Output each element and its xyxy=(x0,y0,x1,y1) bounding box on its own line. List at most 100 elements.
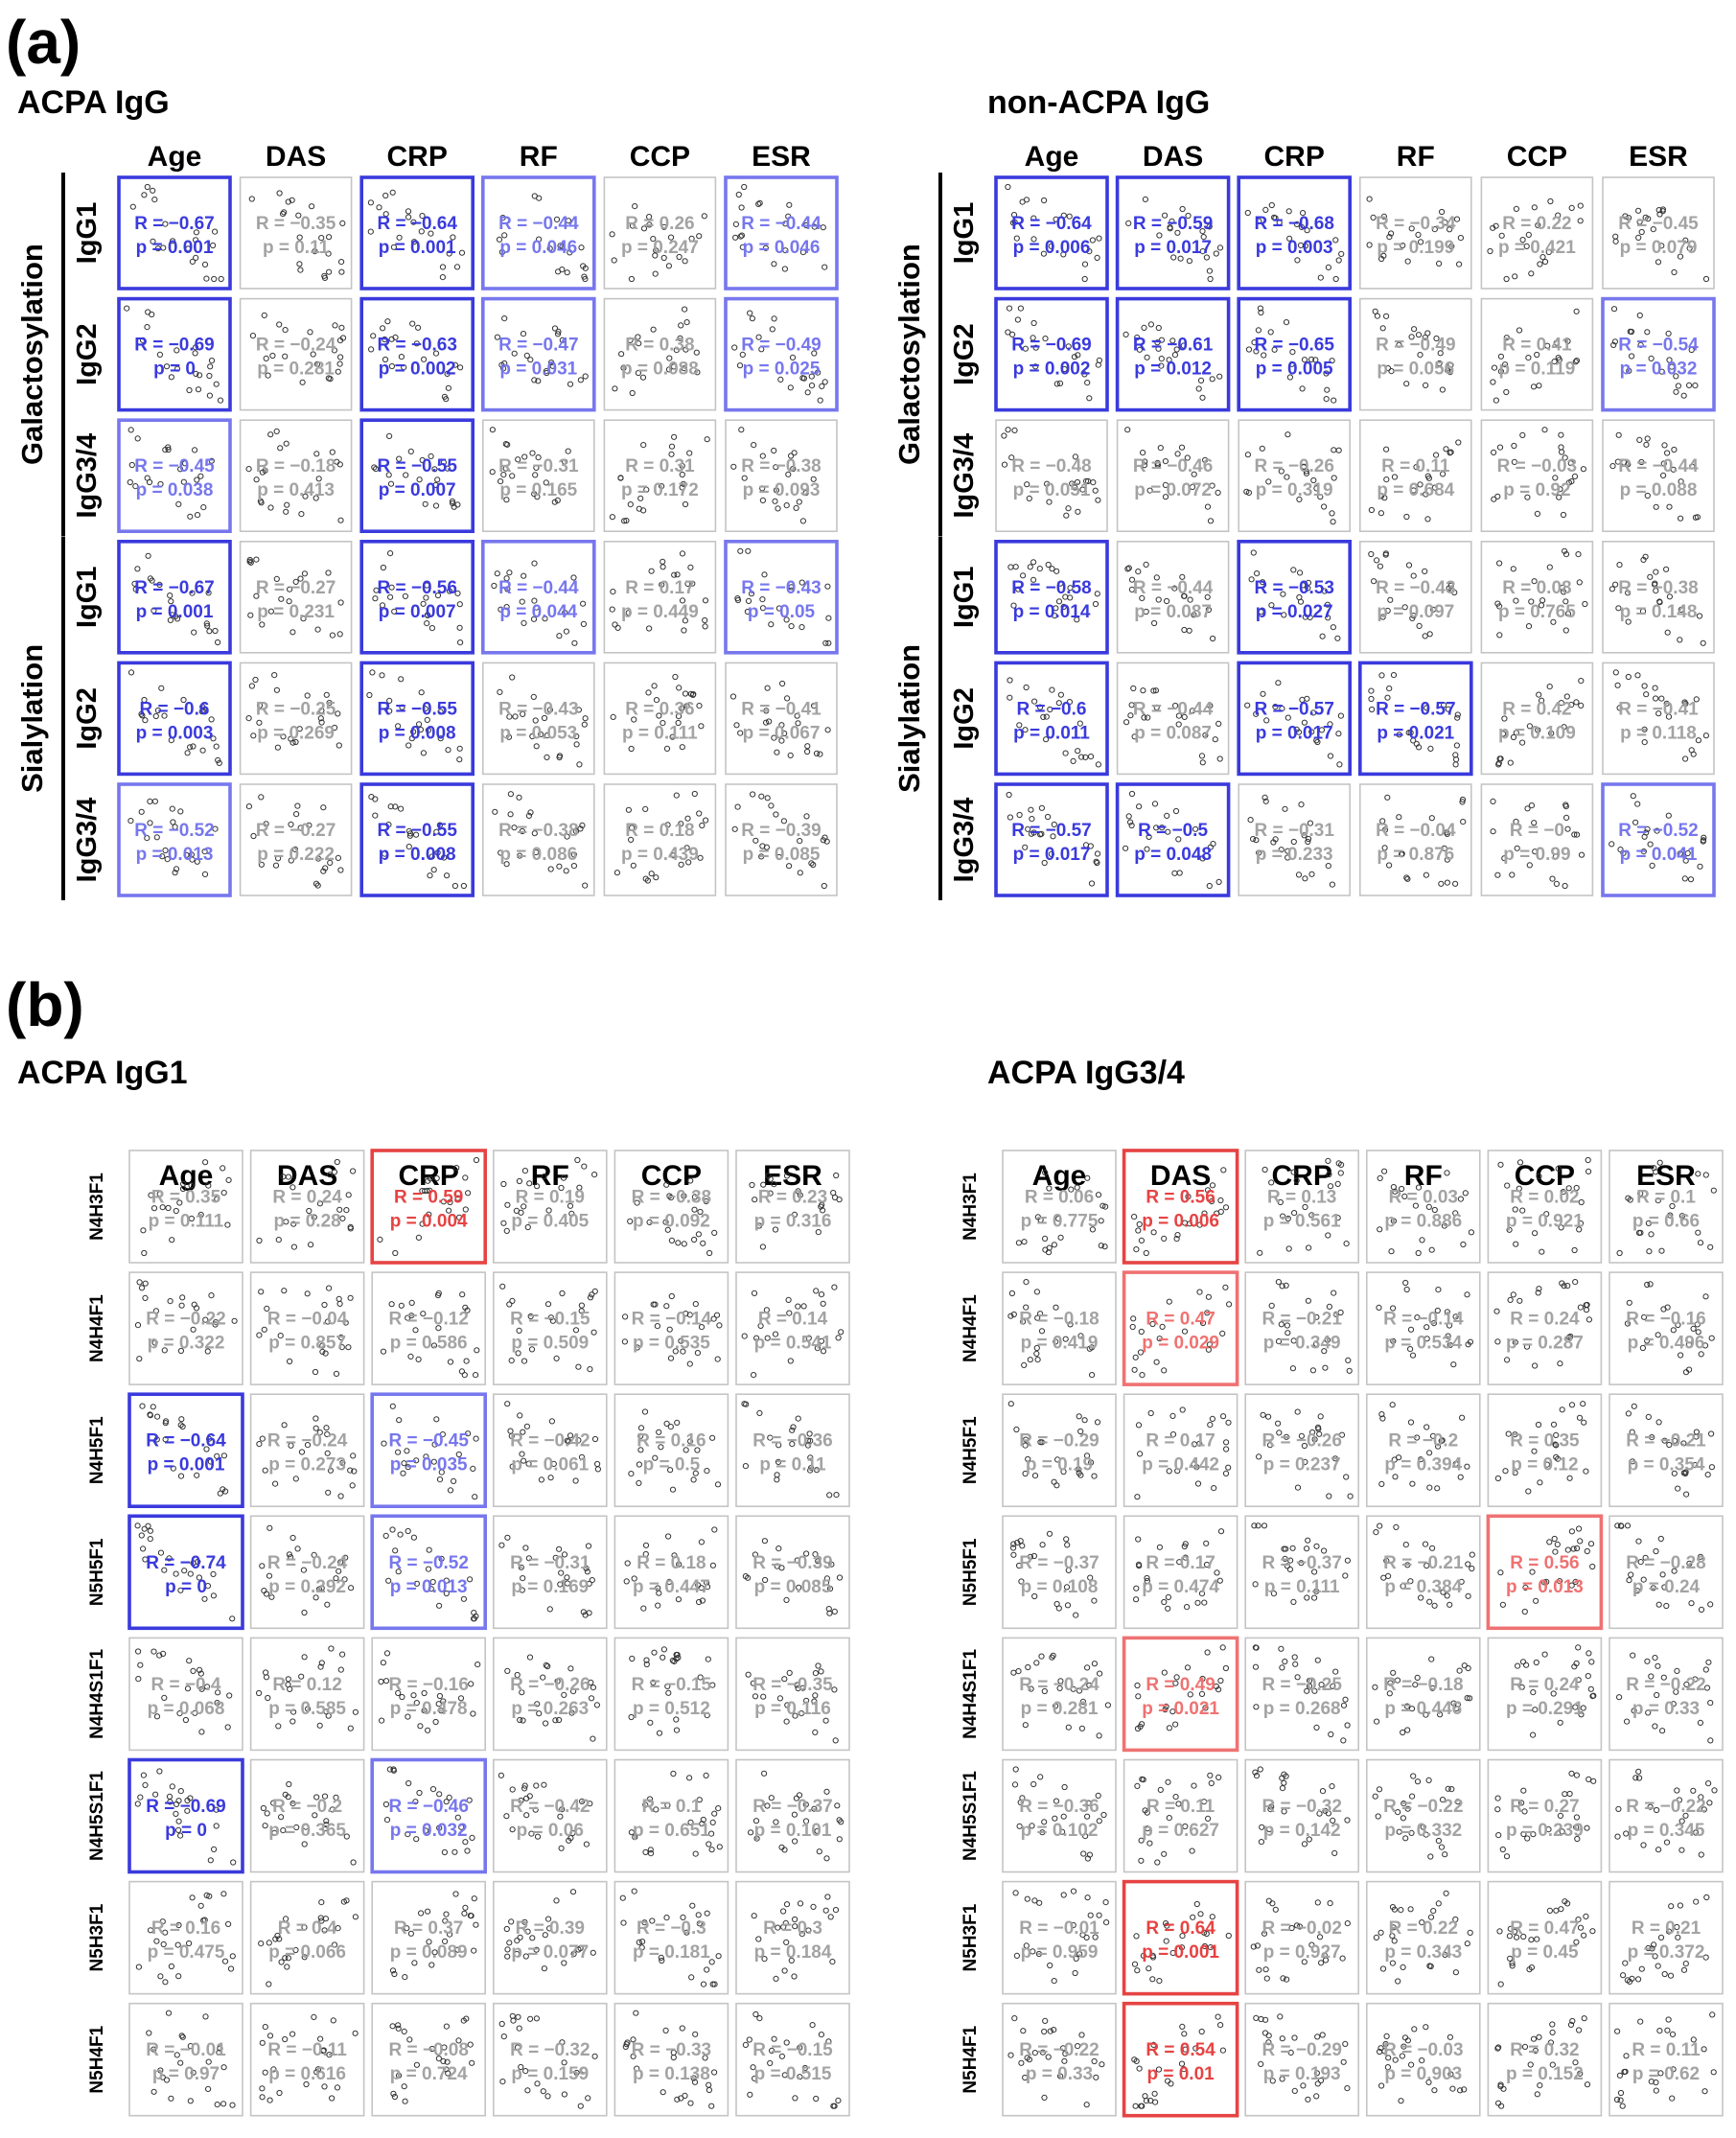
scatter-point xyxy=(1504,1357,1511,1363)
scatter-point xyxy=(1575,551,1582,558)
r-value: R = 0.37 xyxy=(394,1918,463,1939)
scatter-point xyxy=(317,1663,324,1670)
scatter-point xyxy=(1307,820,1314,826)
scatter-point xyxy=(1423,382,1429,388)
scatter-point xyxy=(141,1525,148,1532)
scatter-point xyxy=(1445,706,1451,712)
scatter-point xyxy=(206,1435,213,1442)
cell-frame xyxy=(735,1393,850,1507)
scatter-point xyxy=(1181,593,1188,599)
scatter-point xyxy=(631,1575,637,1582)
p-value: p = 0.322 xyxy=(148,1334,225,1354)
scatter-point xyxy=(1524,805,1531,812)
row-label: N4H5S1F1 xyxy=(961,1771,981,1861)
scatter-point xyxy=(216,759,222,767)
scatter-point xyxy=(1431,484,1439,491)
scatter-point xyxy=(1700,639,1706,646)
scatter-point xyxy=(1571,473,1579,479)
scatter-point xyxy=(797,1192,803,1198)
scatter-point xyxy=(461,1910,468,1917)
scatter-point xyxy=(794,712,800,719)
scatter-point xyxy=(503,861,510,868)
scatter-point xyxy=(815,1558,822,1565)
scatter-point xyxy=(395,1569,402,1575)
scatter-point xyxy=(1265,1897,1272,1904)
scatter-point xyxy=(631,1888,637,1894)
scatter-point xyxy=(1577,202,1584,209)
scatter-point xyxy=(322,865,329,871)
scatter-point xyxy=(201,848,208,855)
scatter-point xyxy=(1053,216,1059,222)
scatter-point xyxy=(285,1676,291,1683)
scatter-point xyxy=(1344,2085,1351,2092)
scatter-point xyxy=(181,1568,188,1574)
r-value: R = 0.22 xyxy=(1389,1918,1458,1939)
scatter-point xyxy=(157,1973,164,1980)
scatter-point xyxy=(1015,1240,1023,1246)
scatter-point xyxy=(576,1184,583,1191)
scatter-point xyxy=(186,386,193,394)
scatter-point xyxy=(679,462,685,470)
scatter-point xyxy=(416,721,423,728)
scatter-point xyxy=(1154,462,1162,469)
scatter-point xyxy=(1252,1663,1260,1670)
scatter-point xyxy=(1222,1204,1230,1211)
scatter-point xyxy=(775,605,783,612)
scatter-point xyxy=(327,1467,334,1474)
scatter-point xyxy=(1647,573,1654,580)
scatter-cell: R = 0.11p = 0.684 xyxy=(1359,419,1472,533)
scatter-point xyxy=(1573,1772,1581,1778)
scatter-point xyxy=(413,831,420,838)
scatter-point xyxy=(451,361,458,368)
scatter-point xyxy=(1512,273,1518,280)
p-value: p = 0.079 xyxy=(1620,238,1698,258)
scatter-point xyxy=(263,821,269,827)
p-value: p = 0.148 xyxy=(1620,602,1698,622)
p-value: p = 0 xyxy=(165,1821,207,1841)
scatter-point xyxy=(425,1727,431,1733)
cell-frame xyxy=(1237,661,1352,777)
scatter-point xyxy=(1635,234,1642,241)
scatter-point xyxy=(1057,1234,1064,1241)
scatter-point xyxy=(1161,1598,1168,1606)
scatter-cell: R = −0.57p = 0.021 xyxy=(1358,661,1473,777)
scatter-cell: R = 0.35p = 0.111 xyxy=(128,1150,243,1264)
scatter-point xyxy=(636,1461,643,1468)
scatter-point xyxy=(288,857,294,864)
scatter-point xyxy=(762,1576,769,1584)
r-value: R = 0.24 xyxy=(1510,1675,1580,1695)
scatter-point xyxy=(1581,2015,1587,2022)
scatter-point xyxy=(431,466,438,473)
scatter-point xyxy=(345,1192,352,1198)
scatter-point xyxy=(525,1555,533,1562)
scatter-point xyxy=(213,1823,220,1829)
scatter-point xyxy=(1453,216,1461,222)
scatter-point xyxy=(187,744,194,751)
scatter-point xyxy=(572,828,580,835)
scatter-point xyxy=(1207,1772,1214,1778)
scatter-point xyxy=(1614,1833,1621,1840)
scatter-point xyxy=(697,854,704,861)
scatter-point xyxy=(395,1449,402,1455)
scatter-point xyxy=(1448,243,1455,250)
r-value: R = −0.41 xyxy=(741,699,822,719)
scatter-point xyxy=(1669,2095,1676,2102)
scatter-point xyxy=(1391,474,1399,480)
cell-frame xyxy=(249,1271,365,1385)
scatter-point xyxy=(1664,629,1671,636)
scatter-point xyxy=(1378,672,1385,679)
scatter-point xyxy=(1426,1598,1433,1605)
scatter-point xyxy=(325,1489,332,1496)
scatter-point xyxy=(1564,611,1572,617)
scatter-point xyxy=(1269,1900,1276,1907)
scatter-point xyxy=(384,318,391,325)
scatter-point xyxy=(1559,1406,1565,1413)
scatter-point xyxy=(144,475,150,481)
scatter-point xyxy=(1557,486,1563,493)
cell-frame xyxy=(724,175,839,290)
scatter-point xyxy=(1494,1338,1501,1345)
scatter-point xyxy=(382,1532,389,1540)
scatter-point xyxy=(335,854,341,862)
scatter-point xyxy=(1568,1402,1576,1408)
scatter-point xyxy=(695,1231,703,1238)
